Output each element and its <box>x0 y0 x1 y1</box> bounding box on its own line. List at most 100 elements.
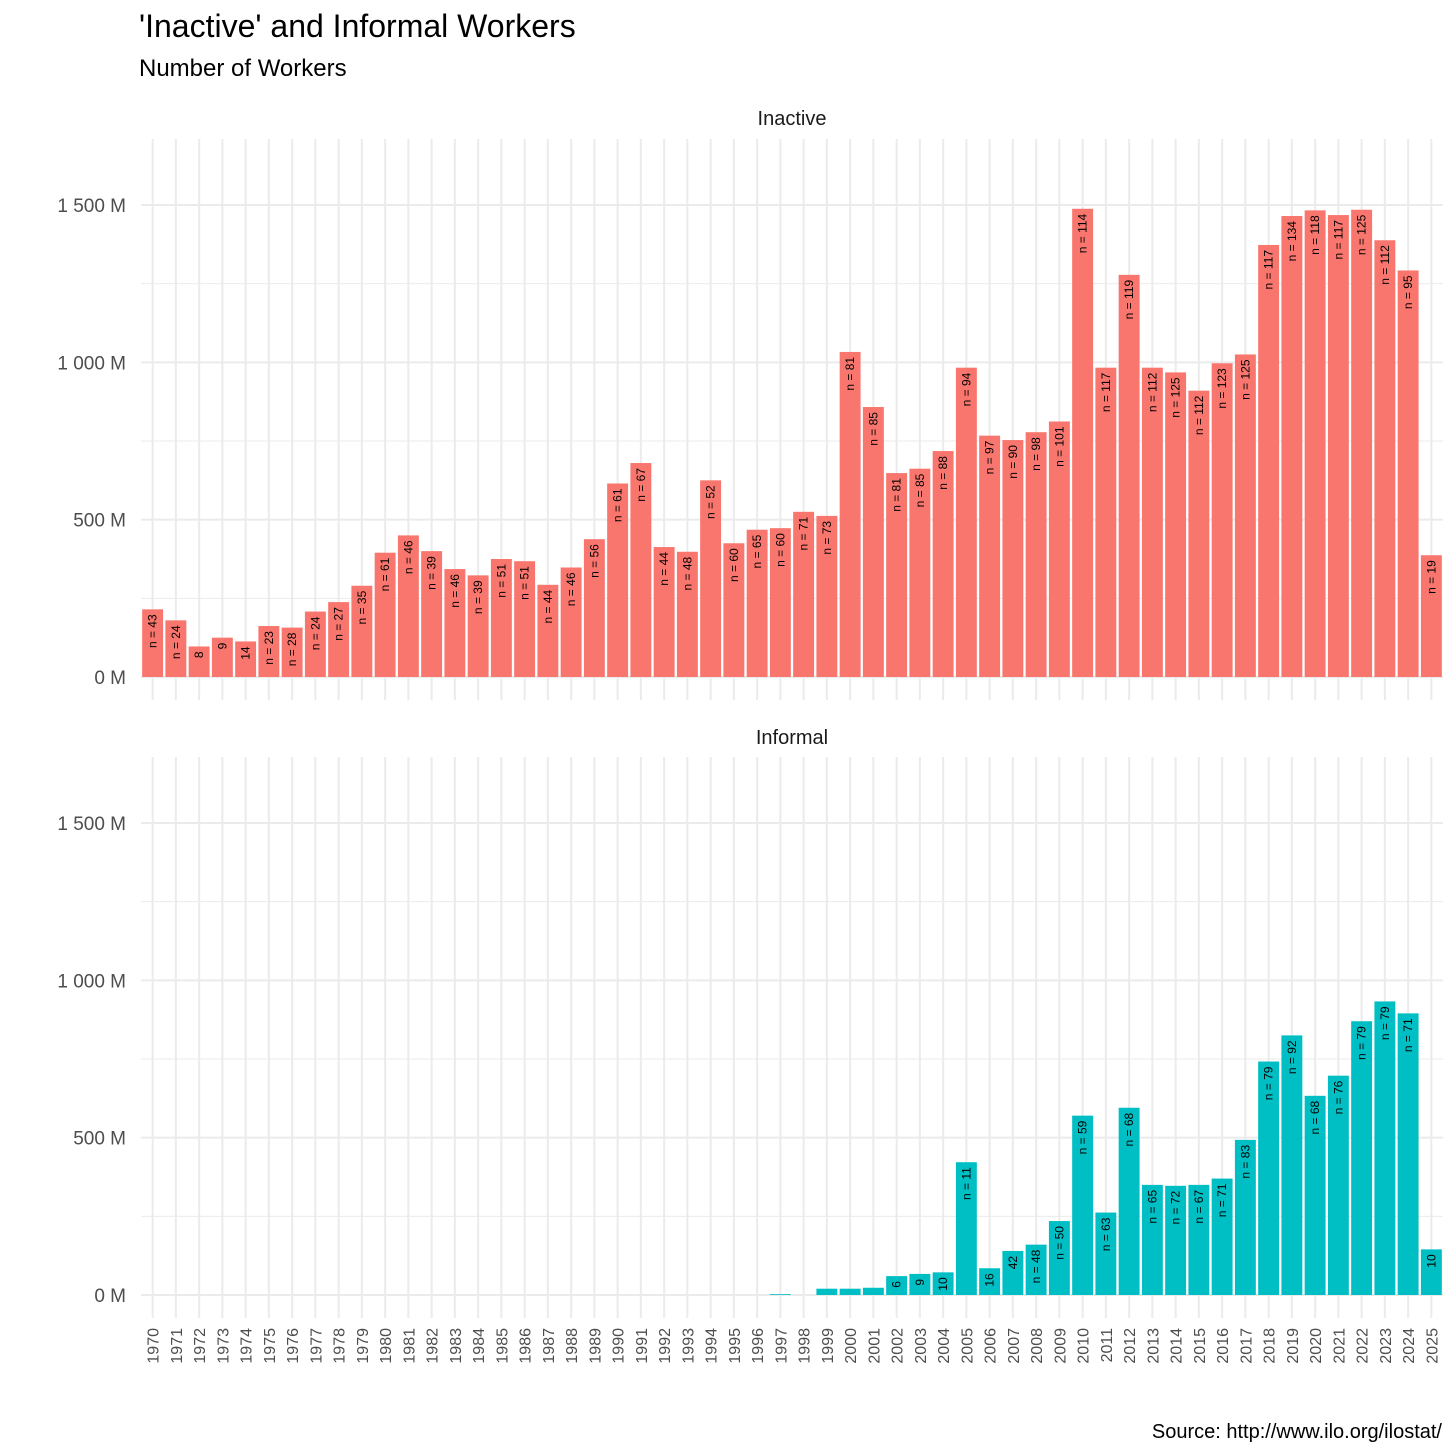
bar-inactive-2016 <box>1211 363 1233 677</box>
bar-informal-2019 <box>1281 1035 1303 1295</box>
bar-label: n = 97 <box>983 440 997 474</box>
bar-label: 6 <box>890 1281 904 1288</box>
bar-inactive-1973 <box>211 637 233 677</box>
x-tick-label: 1970 <box>146 1328 163 1364</box>
x-tick-label: 2014 <box>1169 1328 1186 1364</box>
bar-informal-2024 <box>1397 1013 1419 1295</box>
y-tick-label: 1 500 M <box>57 196 126 217</box>
bar-inactive-1986 <box>514 561 536 677</box>
bar-inactive-1984 <box>467 575 489 677</box>
bar-label: n = 46 <box>564 572 578 606</box>
bar-informal-2023 <box>1374 1001 1396 1295</box>
bar-label: n = 114 <box>1076 213 1090 253</box>
bar-label: n = 85 <box>913 473 927 507</box>
bar-inactive-1998 <box>793 511 815 677</box>
bar-label: n = 65 <box>750 534 764 568</box>
x-tick-label: 2019 <box>1285 1328 1302 1364</box>
x-tick-label: 1986 <box>518 1328 535 1364</box>
bar-label: n = 112 <box>1378 245 1392 285</box>
bar-label: n = 67 <box>634 468 648 502</box>
bar-inactive-2017 <box>1234 354 1256 677</box>
x-tick-label: 2012 <box>1122 1328 1139 1364</box>
bar-inactive-2025 <box>1420 555 1442 677</box>
bar-label: n = 71 <box>797 516 811 550</box>
bar-label: n = 88 <box>936 456 950 490</box>
bar-informal-2015 <box>1188 1184 1210 1295</box>
bar-inactive-2024 <box>1397 270 1419 677</box>
bar-inactive-2007 <box>1002 440 1024 677</box>
bar-label: n = 65 <box>1145 1190 1159 1224</box>
bar-label: n = 46 <box>401 540 415 574</box>
bar-inactive-1981 <box>397 535 419 677</box>
x-tick-label: 1990 <box>611 1328 628 1364</box>
bar-label: n = 71 <box>1401 1018 1415 1052</box>
x-tick-label: 1976 <box>285 1328 302 1364</box>
bar-inactive-1990 <box>607 483 629 677</box>
y-tick-label: 0 M <box>94 668 126 689</box>
bar-label: n = 24 <box>169 625 183 659</box>
x-tick-label: 2010 <box>1076 1328 1093 1364</box>
bar-label: n = 61 <box>611 488 625 522</box>
bar-label: n = 90 <box>1006 445 1020 479</box>
bar-informal-2010 <box>1072 1115 1094 1295</box>
facet-panel-informal: Informal 0 M 500 M 1 000 M 1 500 M 6 9 10 n = 11… <box>57 727 1443 1318</box>
bar-label: n = 67 <box>1192 1190 1206 1224</box>
bar-inactive-2022 <box>1351 209 1373 677</box>
x-tick-label: 2000 <box>843 1328 860 1364</box>
x-tick-label: 1979 <box>355 1328 372 1364</box>
bar-label: n = 48 <box>680 556 694 590</box>
bar-label: n = 79 <box>1378 1006 1392 1040</box>
x-tick-label: 1996 <box>750 1328 767 1364</box>
bar-inactive-2018 <box>1258 244 1280 678</box>
bar-label: 9 <box>913 1279 927 1286</box>
x-tick-label: 2022 <box>1355 1328 1372 1364</box>
x-tick-label: 2005 <box>959 1328 976 1364</box>
x-tick-label: 1975 <box>262 1328 279 1364</box>
bar-inactive-1989 <box>583 539 605 677</box>
bar-inactive-1985 <box>490 559 512 677</box>
bar-informal-2003 <box>909 1273 931 1295</box>
bar-informal-2008 <box>1025 1244 1047 1295</box>
bar-label: n = 61 <box>378 557 392 591</box>
bar-label: n = 24 <box>308 616 322 650</box>
bar-label: 9 <box>215 642 229 649</box>
x-tick-label: 1980 <box>378 1328 395 1364</box>
bar-informal-2007 <box>1002 1250 1024 1295</box>
bar-label: n = 50 <box>1052 1226 1066 1260</box>
bar-inactive-1972 <box>188 646 210 677</box>
bar-inactive-2008 <box>1025 432 1047 677</box>
x-tick-label: 2018 <box>1262 1328 1279 1364</box>
bar-label: n = 35 <box>355 590 369 624</box>
bar-inactive-2001 <box>862 407 884 677</box>
bar-inactive-1982 <box>421 551 443 677</box>
bar-inactive-1980 <box>374 552 396 677</box>
x-tick-label: 1995 <box>727 1328 744 1364</box>
x-tick-label: 1984 <box>471 1328 488 1364</box>
bar-label: n = 92 <box>1285 1040 1299 1074</box>
bar-inactive-2012 <box>1118 274 1140 677</box>
x-tick-label: 1985 <box>494 1328 511 1364</box>
bar-informal-2020 <box>1304 1095 1326 1295</box>
y-tick-label: 1 000 M <box>57 353 126 374</box>
y-tick-label: 0 M <box>94 1286 126 1307</box>
bar-label: n = 125 <box>1169 377 1183 418</box>
bar-label: n = 46 <box>448 574 462 608</box>
bar-label: n = 81 <box>890 478 904 512</box>
bar-inactive-2020 <box>1304 210 1326 677</box>
bar-inactive-1971 <box>165 620 187 677</box>
bar-inactive-1978 <box>328 602 350 677</box>
bar-label: n = 79 <box>1355 1026 1369 1060</box>
x-tick-label: 2025 <box>1424 1328 1441 1364</box>
bar-label: n = 123 <box>1215 368 1229 409</box>
bar-label: n = 117 <box>1262 250 1276 290</box>
bar-inactive-1992 <box>653 547 675 677</box>
bar-label: 10 <box>1424 1254 1438 1268</box>
x-tick-label: 2021 <box>1331 1328 1348 1364</box>
bar-informal-2012 <box>1118 1107 1140 1295</box>
bar-informal-2018 <box>1258 1061 1280 1295</box>
bar-label: n = 39 <box>425 556 439 590</box>
bar-label: n = 76 <box>1331 1080 1345 1114</box>
bar-inactive-2019 <box>1281 216 1303 677</box>
y-tick-label: 1 000 M <box>57 971 126 992</box>
